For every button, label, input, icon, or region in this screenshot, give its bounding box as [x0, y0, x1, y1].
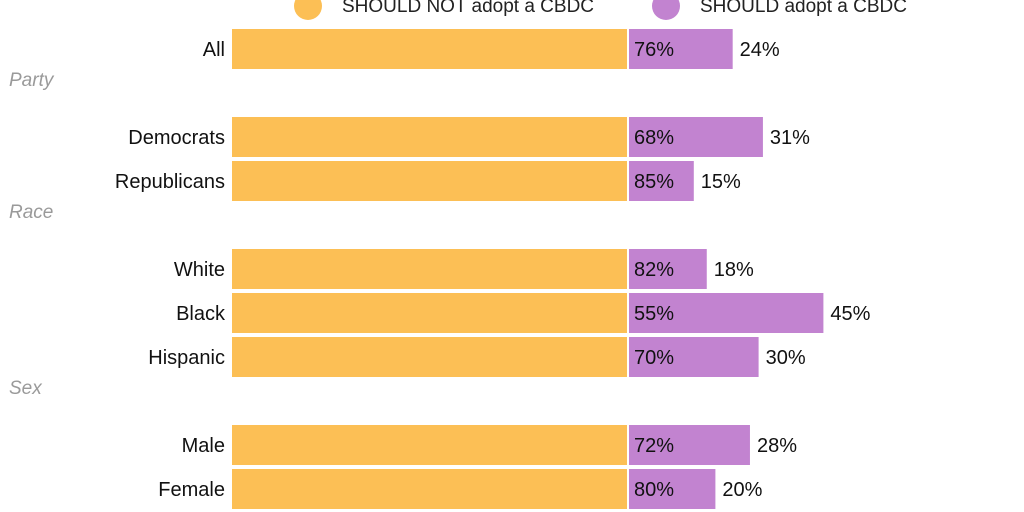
- legend-label: SHOULD adopt a CBDC: [700, 0, 907, 17]
- should-not-bar: [232, 117, 627, 157]
- should-bar: [629, 161, 694, 201]
- should-bar: [629, 469, 716, 509]
- should-not-bar: [232, 337, 627, 377]
- should-not-value-label: 72%: [634, 435, 674, 457]
- row-label: Black: [176, 303, 226, 325]
- legend: SHOULD NOT adopt a CBDC SHOULD adopt a CB…: [294, 0, 907, 20]
- should-not-bar: [232, 249, 627, 289]
- group-label: Race: [9, 202, 53, 223]
- should-value-label: 18%: [714, 259, 754, 281]
- row-label: Female: [158, 479, 225, 501]
- should-not-value-label: 82%: [634, 259, 674, 281]
- should-value-label: 20%: [722, 479, 762, 501]
- should-value-label: 24%: [740, 39, 780, 61]
- should-not-value-label: 68%: [634, 127, 674, 149]
- row-label: Democrats: [128, 127, 225, 149]
- chart-rows: All 76% 24% Party Democrats 68% 31% Republicans…: [9, 29, 871, 509]
- should-bar: [629, 293, 824, 333]
- should-not-bar: [232, 161, 627, 201]
- should-bar: [629, 337, 759, 377]
- should-not-value-label: 76%: [634, 39, 674, 61]
- should-value-label: 15%: [701, 171, 741, 193]
- row-label: Republicans: [115, 171, 225, 193]
- should-not-bar: [232, 293, 627, 333]
- should-not-bar: [232, 29, 627, 69]
- should-value-label: 28%: [757, 435, 797, 457]
- row-label: All: [203, 39, 225, 61]
- row-label: White: [174, 259, 225, 281]
- should-bar: [629, 117, 763, 157]
- should-bar: [629, 29, 733, 69]
- legend-swatch: [652, 0, 680, 20]
- should-not-bar: [232, 425, 627, 465]
- should-not-value-label: 80%: [634, 479, 674, 501]
- should-bar: [629, 425, 750, 465]
- should-value-label: 30%: [766, 347, 806, 369]
- should-value-label: 45%: [830, 303, 870, 325]
- group-label: Sex: [9, 378, 43, 399]
- should-not-bar: [232, 469, 627, 509]
- legend-swatch: [294, 0, 322, 20]
- row-label: Male: [182, 435, 225, 457]
- should-bar: [629, 249, 707, 289]
- should-not-value-label: 70%: [634, 347, 674, 369]
- legend-label: SHOULD NOT adopt a CBDC: [342, 0, 594, 17]
- should-not-value-label: 85%: [634, 171, 674, 193]
- row-label: Hispanic: [148, 347, 225, 369]
- should-not-value-label: 55%: [634, 303, 674, 325]
- should-value-label: 31%: [770, 127, 810, 149]
- group-label: Party: [9, 70, 55, 91]
